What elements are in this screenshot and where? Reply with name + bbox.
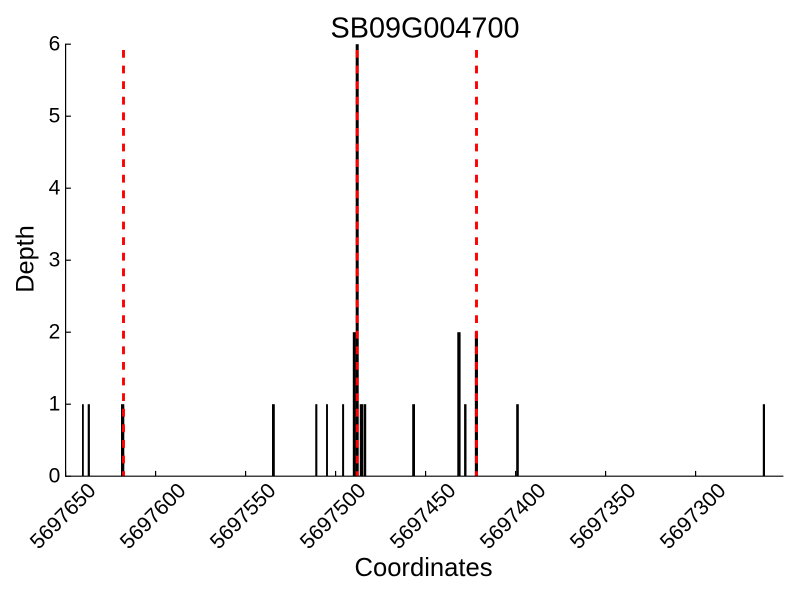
svg-text:0: 0 — [49, 465, 61, 488]
svg-text:2: 2 — [49, 321, 61, 344]
svg-text:6: 6 — [49, 33, 61, 56]
svg-text:SB09G004700: SB09G004700 — [331, 12, 520, 44]
svg-text:4: 4 — [49, 177, 61, 200]
svg-text:5: 5 — [49, 105, 61, 128]
svg-text:1: 1 — [49, 393, 61, 416]
svg-text:Depth: Depth — [12, 225, 40, 293]
svg-text:3: 3 — [49, 249, 61, 272]
svg-text:Coordinates: Coordinates — [354, 554, 492, 582]
